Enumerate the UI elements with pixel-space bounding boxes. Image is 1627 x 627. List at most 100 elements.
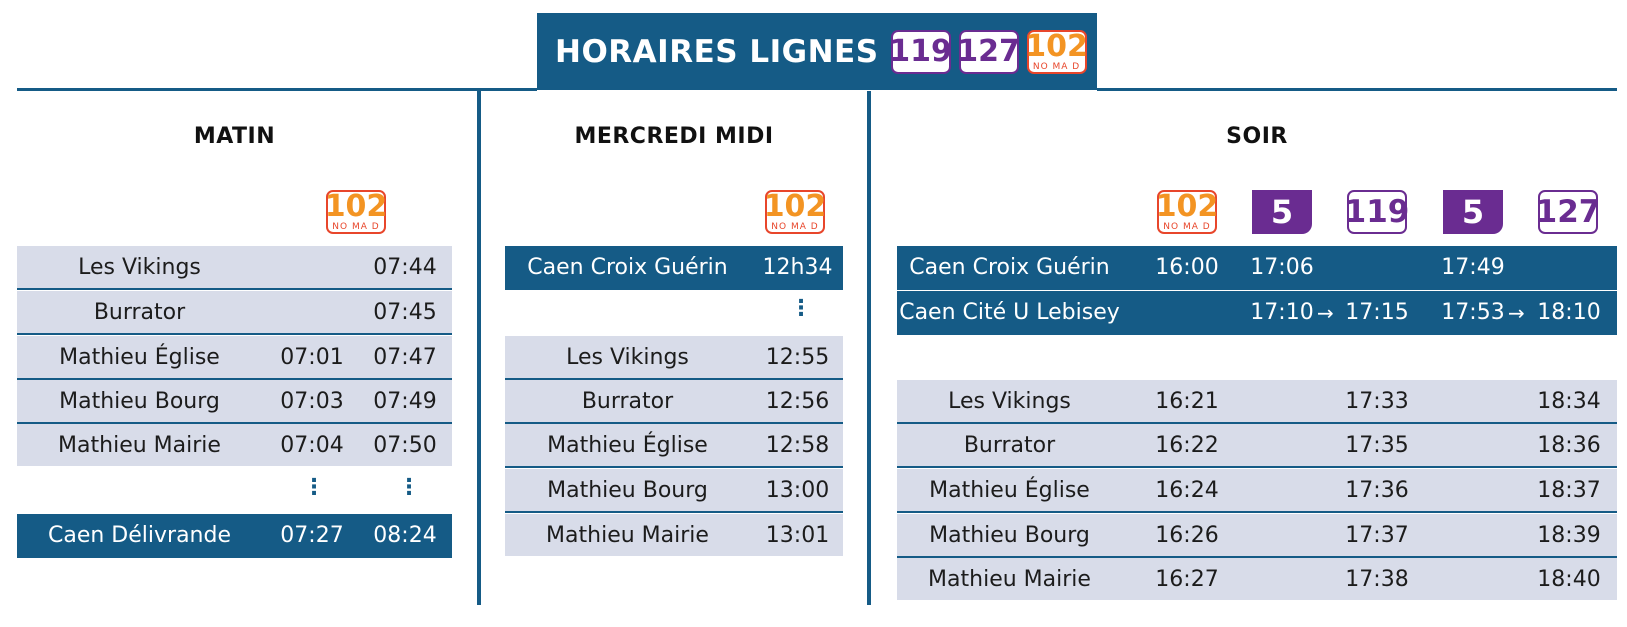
- table-row: Mathieu Mairie 16:27 17:38 18:40: [897, 558, 1617, 600]
- stop-name: Mathieu Mairie: [546, 523, 709, 548]
- separator-matin-midi: [477, 91, 481, 605]
- time-cell: 13:00: [765, 478, 830, 503]
- table-row: Mathieu Bourg 13:00: [505, 469, 843, 513]
- stop-name: Mathieu Mairie: [58, 433, 221, 458]
- table-row: Les Vikings 12:55: [505, 336, 843, 380]
- table-row-destination: Caen Délivrande 07:27 08:24: [17, 514, 452, 558]
- stop-name: Mathieu Bourg: [59, 389, 220, 414]
- table-row: Mathieu Église 07:01 07:47: [17, 336, 452, 380]
- soir-line-119-badge: 119: [1345, 190, 1409, 234]
- table-row: Les Vikings 07:44: [17, 246, 452, 290]
- stop-name: Burrator: [581, 389, 674, 414]
- time-cell: 07:50: [373, 433, 437, 458]
- time-cell: [1529, 246, 1609, 288]
- time-cell: 16:27: [1155, 567, 1219, 592]
- stop-name: Caen Délivrande: [47, 523, 231, 548]
- time-cell: 12:56: [765, 389, 830, 414]
- time-cell: 18:34: [1537, 389, 1601, 414]
- soir-title: SOIR: [1226, 124, 1288, 149]
- time-cell: 17:15: [1345, 300, 1409, 325]
- time-cell: 18:10: [1537, 300, 1601, 325]
- time-cell: 07:01: [280, 345, 344, 370]
- time-cell: 18:40: [1537, 567, 1601, 592]
- table-row: Mathieu Église 16:24 17:36 18:37: [897, 469, 1617, 513]
- soir-line-5-badge: 5: [1443, 190, 1503, 234]
- time-cell: 12:58: [765, 433, 830, 458]
- time-cell: 17:37: [1345, 523, 1409, 548]
- table-row: Les Vikings 16:21 17:33 18:34: [897, 380, 1617, 424]
- time-cell: 17:36: [1345, 478, 1409, 503]
- matin-line-102-badge: 102 NO MA D: [324, 189, 388, 234]
- table-row-origin: Caen Croix Guérin 12h34: [505, 246, 843, 290]
- line-119-badge: 119: [889, 29, 952, 74]
- table-row: Mathieu Église 12:58: [505, 424, 843, 468]
- time-cell: 08:24: [373, 523, 437, 548]
- soir-line-5-badge: 5: [1252, 190, 1312, 234]
- stop-name: Mathieu Bourg: [929, 523, 1090, 548]
- time-cell: 07:49: [373, 389, 437, 414]
- time-cell: 07:44: [373, 255, 437, 280]
- arrow-icon: →: [1508, 301, 1525, 325]
- time-cell: 17:49: [1441, 255, 1505, 280]
- time-cell: [272, 291, 352, 333]
- stop-name: Caen Cité U Lebisey: [899, 300, 1120, 325]
- time-cell: 13:01: [765, 523, 830, 548]
- time-cell: 12:55: [765, 345, 830, 370]
- time-cell: 18:37: [1537, 478, 1601, 503]
- time-cell: 17:33: [1345, 389, 1409, 414]
- time-cell: 16:00: [1155, 255, 1219, 280]
- time-cell: [272, 246, 352, 288]
- time-cell: 17:35: [1345, 433, 1409, 458]
- time-cell: 18:36: [1537, 433, 1601, 458]
- stop-name: Mathieu Mairie: [928, 567, 1091, 592]
- time-cell: 07:03: [280, 389, 344, 414]
- stop-name: Caen Croix Guérin: [527, 255, 728, 280]
- time-cell: 17:10: [1250, 300, 1314, 325]
- line-102-badge: 102 NO MA D: [1025, 28, 1088, 74]
- midi-title: MERCREDI MIDI: [574, 124, 774, 149]
- table-row: Mathieu Mairie 07:04 07:50: [17, 424, 452, 466]
- stop-name: Mathieu Église: [547, 433, 708, 458]
- time-cell: 17:38: [1345, 567, 1409, 592]
- separator-midi-soir: [867, 91, 871, 605]
- stop-name: Caen Croix Guérin: [909, 255, 1110, 280]
- table-row: Burrator 16:22 17:35 18:36: [897, 424, 1617, 468]
- time-cell: 16:24: [1155, 478, 1219, 503]
- time-cell: 07:04: [280, 433, 344, 458]
- table-row-origin: Caen Cité U Lebisey 17:10 → 17:15 17:53 …: [897, 291, 1617, 335]
- time-cell: 16:22: [1155, 433, 1219, 458]
- time-cell: [1147, 291, 1227, 333]
- table-row: Burrator 12:56: [505, 380, 843, 424]
- stop-name: Les Vikings: [948, 389, 1071, 414]
- time-cell: 07:45: [373, 300, 437, 325]
- table-row: Mathieu Bourg 16:26 17:37 18:39: [897, 514, 1617, 558]
- table-row: Burrator 07:45: [17, 291, 452, 335]
- header-rule-left: [17, 88, 537, 91]
- header-rule-right: [1097, 88, 1617, 91]
- soir-line-102-badge: 102 NO MA D: [1155, 189, 1219, 234]
- stop-name: Mathieu Église: [59, 345, 220, 370]
- time-cell: [1337, 246, 1417, 288]
- time-cell: 07:27: [280, 523, 344, 548]
- stop-name: Mathieu Bourg: [547, 478, 708, 503]
- time-cell: 07:47: [373, 345, 437, 370]
- time-cell: 17:06: [1250, 255, 1314, 280]
- stop-name: Les Vikings: [566, 345, 689, 370]
- table-row-origin: Caen Croix Guérin 16:00 17:06 17:49: [897, 246, 1617, 290]
- table-row: Mathieu Mairie 13:01: [505, 514, 843, 556]
- table-row: Mathieu Bourg 07:03 07:49: [17, 380, 452, 424]
- stop-name: Les Vikings: [78, 255, 201, 280]
- matin-title: MATIN: [193, 124, 276, 149]
- page-title: HORAIRES LIGNES: [555, 33, 879, 70]
- stop-name: Mathieu Église: [929, 478, 1090, 503]
- arrow-icon: →: [1317, 301, 1334, 325]
- time-cell: 16:26: [1155, 523, 1219, 548]
- line-127-badge: 127: [957, 29, 1020, 74]
- time-cell: 16:21: [1155, 389, 1219, 414]
- continuation-dots: ⋮: [398, 475, 420, 500]
- time-cell: 12h34: [762, 255, 833, 280]
- time-cell: 17:53: [1441, 300, 1505, 325]
- time-cell: 18:39: [1537, 523, 1601, 548]
- header-banner: HORAIRES LIGNES 119 127 102 NO MA D: [537, 13, 1097, 90]
- stop-name: Burrator: [963, 433, 1056, 458]
